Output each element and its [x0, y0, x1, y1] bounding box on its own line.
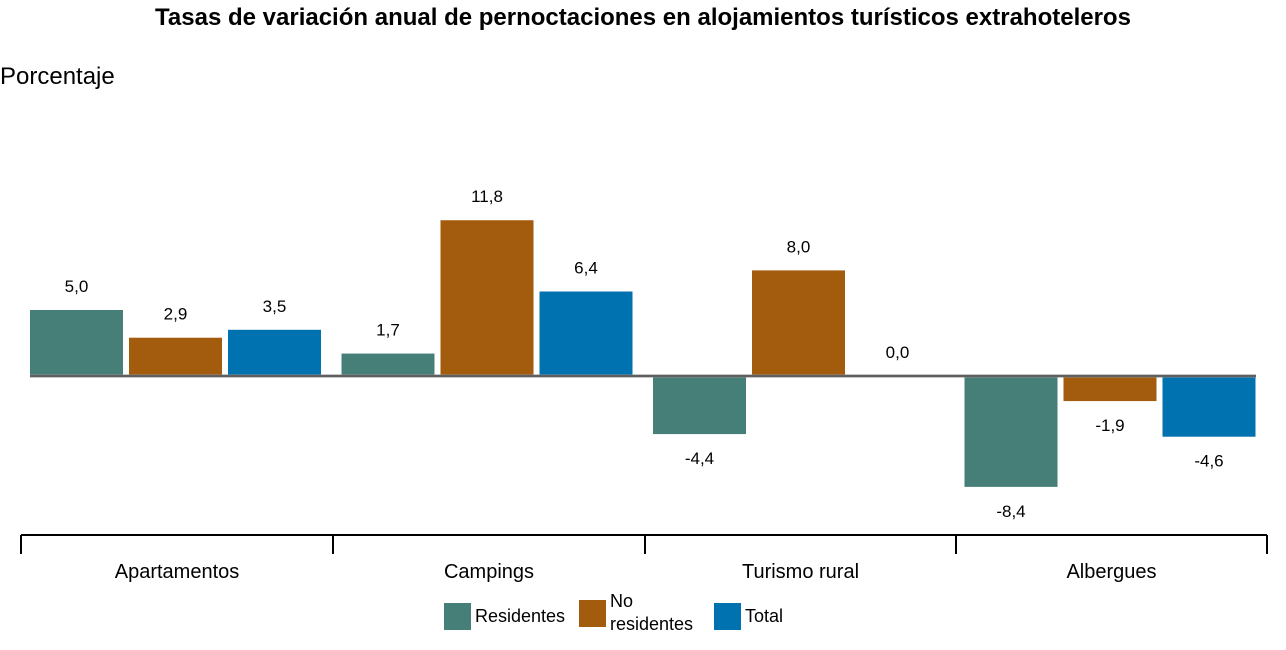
- data-label-apartamentos-no-residentes: 2,9: [164, 305, 188, 324]
- data-label-apartamentos-residentes: 5,0: [65, 277, 89, 296]
- bar-apartamentos-no-residentes: [129, 337, 222, 376]
- bar-apartamentos-residentes: [30, 310, 123, 376]
- legend-item-total: Total: [714, 603, 783, 630]
- axis-layer: [20, 374, 1268, 554]
- bar-campings-residentes: [341, 353, 435, 376]
- legend-label-no-residentes: No residentes: [610, 591, 694, 634]
- x-tick-label-campings: Campings: [444, 561, 534, 583]
- x-tick-label-apartamentos: Apartamentos: [115, 561, 240, 583]
- bar-albergues-total: [1162, 376, 1256, 437]
- x-tick-label-turismo-rural: Turismo rural: [742, 561, 859, 583]
- data-label-albergues-no-residentes: -1,9: [1095, 416, 1124, 435]
- y-axis-unit-label: Porcentaje: [0, 63, 115, 90]
- bar-turismo-rural-no-residentes: [752, 270, 845, 376]
- legend-label-residentes: Residentes: [475, 606, 566, 626]
- data-label-campings-total: 6,4: [574, 259, 598, 278]
- data-label-turismo-rural-no-residentes: 8,0: [787, 237, 811, 256]
- data-label-campings-no-residentes: 11,8: [471, 187, 503, 206]
- bar-campings-no-residentes: [440, 220, 534, 376]
- data-label-albergues-total: -4,6: [1194, 452, 1223, 471]
- legend-swatch-total: [714, 603, 741, 630]
- bars-layer: [30, 220, 1256, 487]
- legend-swatch-no-residentes: [579, 599, 606, 627]
- data-label-albergues-residentes: -8,4: [996, 502, 1025, 521]
- data-label-turismo-rural-residentes: -4,4: [685, 449, 714, 468]
- legend-swatch-residentes: [444, 603, 471, 630]
- data-label-campings-residentes: 1,7: [376, 321, 400, 340]
- legend-item-no-residentes: No residentes: [579, 590, 705, 636]
- x-tick-label-albergues: Albergues: [1066, 561, 1156, 583]
- chart-title: Tasas de variación anual de pernoctacion…: [155, 4, 1131, 31]
- bar-albergues-no-residentes: [1063, 376, 1157, 402]
- bar-apartamentos-total: [228, 329, 321, 376]
- bar-albergues-residentes: [964, 376, 1058, 487]
- labels-layer: 5,0 1,7 -4,4 -8,4 2,9 11,8 8,0 -1,9 3,5 6,4 0,0 -4,…: [65, 187, 1224, 583]
- data-label-turismo-rural-total: 0,0: [886, 343, 910, 362]
- bar-turismo-rural-residentes: [653, 376, 746, 435]
- legend-item-residentes: Residentes: [444, 603, 565, 630]
- legend-label-total: Total: [745, 606, 784, 626]
- data-label-apartamentos-total: 3,5: [263, 297, 287, 316]
- bar-campings-total: [539, 291, 633, 376]
